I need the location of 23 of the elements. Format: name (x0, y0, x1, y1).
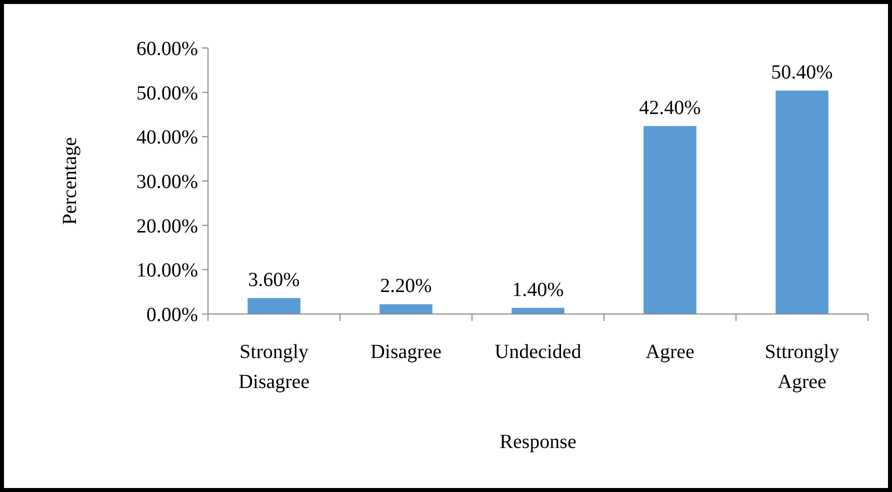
data-label: 42.40% (639, 97, 701, 120)
y-tick-label: 20.00% (136, 215, 198, 238)
y-tick-label: 60.00% (136, 38, 198, 60)
bar (644, 126, 696, 314)
data-label: 1.40% (512, 278, 564, 301)
bar (776, 90, 828, 314)
x-tick-label: Undecided (494, 341, 582, 363)
data-label: 3.60% (248, 269, 300, 292)
x-axis-title: Response (500, 431, 576, 453)
x-tick-label: Disagree (370, 341, 442, 363)
y-tick-label: 30.00% (136, 171, 198, 193)
y-tick-label: 10.00% (136, 260, 198, 282)
y-tick-label: 40.00% (136, 126, 198, 149)
x-tick-label: Strongly Disagree (238, 341, 310, 393)
y-axis-title: Percentage (59, 137, 81, 225)
y-tick-label: 0.00% (146, 304, 198, 326)
x-tick-label: Sttrongly Agree (764, 341, 840, 393)
bar (248, 298, 300, 314)
x-tick-label: Agree (646, 341, 695, 363)
bar (380, 304, 432, 314)
data-label: 50.40% (771, 62, 833, 84)
data-label: 2.20% (380, 275, 432, 298)
y-tick-label: 50.00% (136, 82, 198, 104)
